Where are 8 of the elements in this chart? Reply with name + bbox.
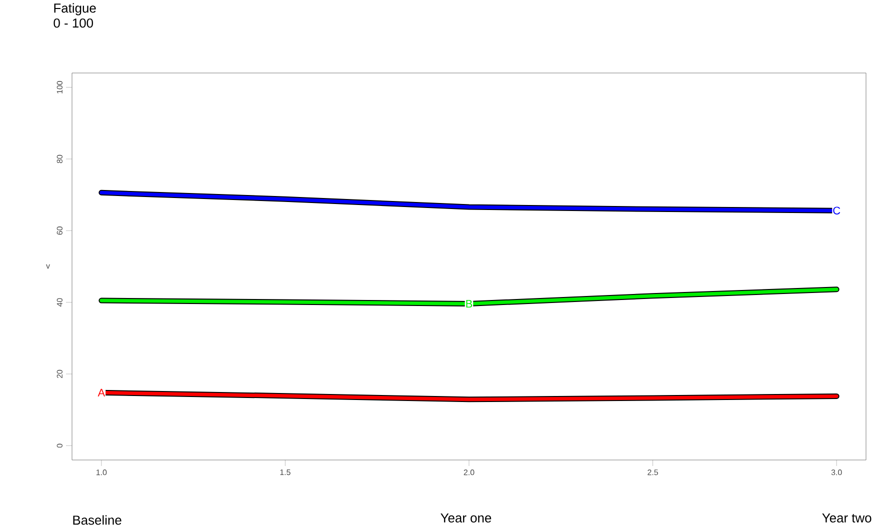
chart-title: Fatigue [54, 3, 96, 16]
text: Year one [440, 513, 492, 522]
annotation: C [833, 206, 840, 214]
chart-subtitle: 0 - 100 [54, 18, 94, 28]
annotation: A [98, 388, 106, 396]
text: Baseline [73, 515, 122, 525]
text: Year two [822, 513, 872, 522]
annotation: B [466, 300, 472, 308]
